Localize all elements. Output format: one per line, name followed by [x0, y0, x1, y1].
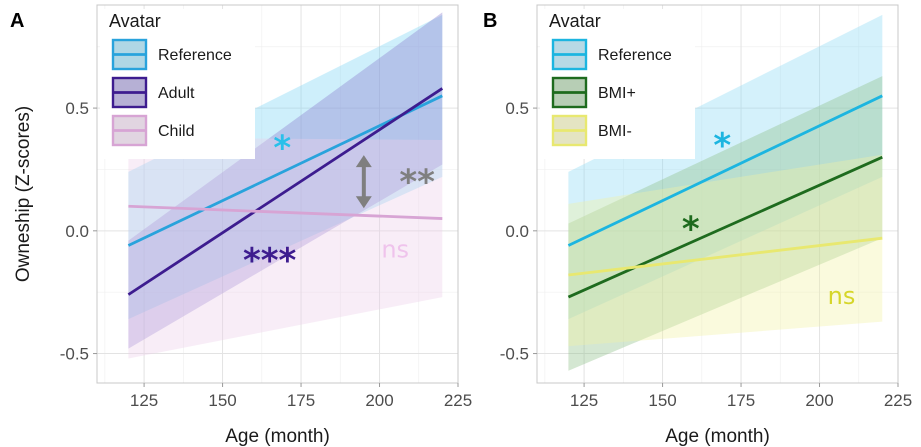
ci-band-bmi- — [568, 76, 883, 371]
x-tick-label: 225 — [444, 391, 472, 410]
series-line-reference — [567, 94, 883, 247]
panel-label: B — [483, 10, 497, 32]
panel-label: A — [10, 10, 24, 32]
significance-annotation: ns — [381, 235, 409, 263]
x-axis-title: Age (month) — [225, 426, 330, 447]
series-line-bmi- — [567, 155, 883, 299]
significance-annotation: ** — [399, 163, 435, 203]
legend-title: Avatar — [109, 11, 161, 31]
significance-annotation: * — [713, 126, 731, 166]
legend-key — [111, 76, 148, 109]
legend-key — [111, 114, 148, 147]
legend: Avatar Reference BMI+ BMI- — [540, 9, 695, 159]
legend-label: BMI+ — [598, 85, 636, 102]
y-axis-title: Owneship (Z-scores) — [13, 106, 34, 282]
plot-border — [96, 4, 459, 384]
x-tick-label: 150 — [208, 391, 236, 410]
legend-label: Reference — [158, 47, 232, 64]
legend-key — [551, 114, 588, 147]
significance-annotation: * — [273, 128, 291, 168]
y-tick-label: -0.5 — [60, 345, 89, 364]
ci-band-adult — [128, 12, 443, 349]
y-tick-label: 0.0 — [505, 222, 529, 241]
legend-key — [551, 38, 588, 71]
y-tick-label: 0.5 — [505, 99, 529, 118]
y-tick-label: 0.5 — [65, 99, 89, 118]
x-tick-label: 125 — [570, 391, 598, 410]
significance-annotation: * — [682, 209, 700, 249]
plot-border — [536, 4, 899, 384]
x-tick-label: 200 — [365, 391, 393, 410]
legend-key — [111, 38, 148, 71]
significance-annotation: ns — [828, 282, 856, 310]
legend-label: Adult — [158, 85, 195, 102]
x-tick-label: 150 — [648, 391, 676, 410]
legend-key — [551, 76, 588, 109]
series-line-adult — [127, 87, 444, 296]
arrow-head-down — [355, 196, 372, 209]
legend-title: Avatar — [549, 11, 601, 31]
significance-annotation: *** — [243, 241, 297, 281]
x-tick-label: 175 — [727, 391, 755, 410]
ci-band-reference — [568, 14, 883, 320]
legend-label: BMI- — [598, 123, 632, 140]
ci-band-bmi- — [568, 154, 883, 347]
y-tick-label: 0.0 — [65, 222, 89, 241]
legend: Avatar Reference Adult Child — [100, 9, 255, 159]
panel-b: 125 150 175 200 225 -0.5 0.0 0.5 Age (month) B * * n… — [483, 4, 912, 447]
x-axis-title: Age (month) — [665, 426, 770, 447]
panel-a: 125 150 175 200 225 -0.5 0.0 0.5 Age (month) Owne… — [10, 4, 472, 447]
x-tick-label: 225 — [884, 391, 912, 410]
x-tick-label: 125 — [130, 391, 158, 410]
x-tick-label: 175 — [287, 391, 315, 410]
x-tick-label: 200 — [805, 391, 833, 410]
legend-label: Reference — [598, 47, 672, 64]
series-line-reference — [127, 94, 443, 247]
arrow-head-up — [355, 155, 372, 168]
double-arrow — [355, 155, 372, 209]
series-line-child — [128, 204, 443, 220]
legend-label: Child — [158, 123, 194, 140]
series-line-bmi- — [568, 236, 883, 277]
y-tick-label: -0.5 — [500, 345, 529, 364]
